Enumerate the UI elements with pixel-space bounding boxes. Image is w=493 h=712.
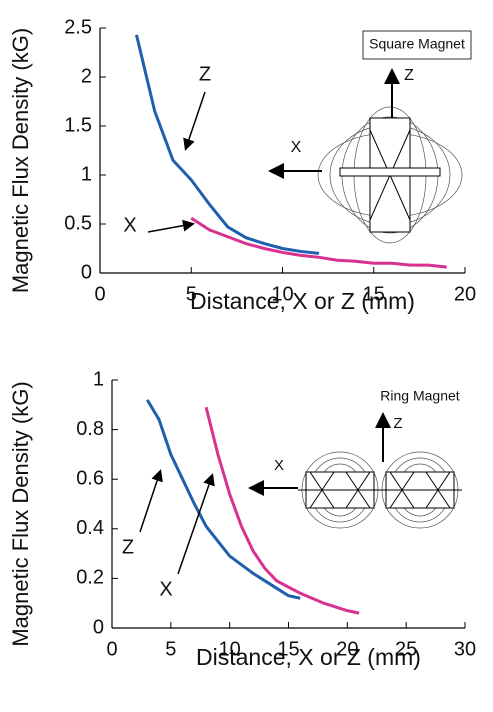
x-tick-label: 15 xyxy=(277,638,299,660)
label-arrow xyxy=(147,219,195,233)
legend-box xyxy=(362,30,472,60)
x-tick-label: 15 xyxy=(363,283,385,305)
label-arrow xyxy=(139,469,163,533)
x-tick-label: 5 xyxy=(186,283,197,305)
y-tick-label: 1 xyxy=(81,163,92,185)
x-axis-label: Distance, X or Z (mm) xyxy=(196,644,421,670)
y-tick-label: 2 xyxy=(81,65,92,87)
x-tick-label: 20 xyxy=(454,283,476,305)
x-tick-label: 0 xyxy=(106,638,117,660)
x-tick-label: 30 xyxy=(454,638,476,660)
y-tick-label: 2.5 xyxy=(64,16,92,38)
diagram-title: Square Magnet xyxy=(369,36,465,52)
y-tick-label: 1.5 xyxy=(64,114,92,136)
y-tick-label: 0.8 xyxy=(76,418,104,440)
x-tick-label: 10 xyxy=(271,283,293,305)
y-tick-label: 0.4 xyxy=(76,517,104,539)
y-tick-label: 1 xyxy=(93,368,104,390)
diagram-title: Ring Magnet xyxy=(380,388,459,404)
x-tick-label: 10 xyxy=(219,638,241,660)
series-line xyxy=(146,399,301,600)
y-tick-label: 0 xyxy=(93,616,104,638)
x-tick-label: 5 xyxy=(165,638,176,660)
plate xyxy=(339,167,441,177)
x-tick-label: 25 xyxy=(395,638,417,660)
diagram-label: X xyxy=(291,139,302,156)
y-tick-label: 0.6 xyxy=(76,467,104,489)
y-axis-label: Magnetic Flux Density (kG) xyxy=(8,28,33,293)
y-tick-label: 0 xyxy=(81,261,92,283)
series-line xyxy=(204,406,360,615)
series-line xyxy=(190,216,447,269)
diagram-label: X xyxy=(274,457,284,474)
diagram-label: Z xyxy=(404,67,414,84)
y-axis-label: Magnetic Flux Density (kG) xyxy=(8,381,33,646)
y-tick-label: 0.5 xyxy=(64,212,92,234)
y-tick-label: 0.2 xyxy=(76,567,104,589)
label-arrow xyxy=(183,91,206,151)
diagram-label: Z xyxy=(393,415,402,432)
label-arrow xyxy=(177,473,215,575)
series-line xyxy=(135,34,320,255)
series-label: Z xyxy=(122,536,134,558)
series-label: X xyxy=(159,578,172,600)
x-tick-label: 0 xyxy=(94,283,105,305)
series-label: Z xyxy=(199,63,211,85)
series-label: X xyxy=(123,214,136,236)
x-tick-label: 20 xyxy=(336,638,358,660)
x-axis-label: Distance, X or Z (mm) xyxy=(190,288,415,314)
